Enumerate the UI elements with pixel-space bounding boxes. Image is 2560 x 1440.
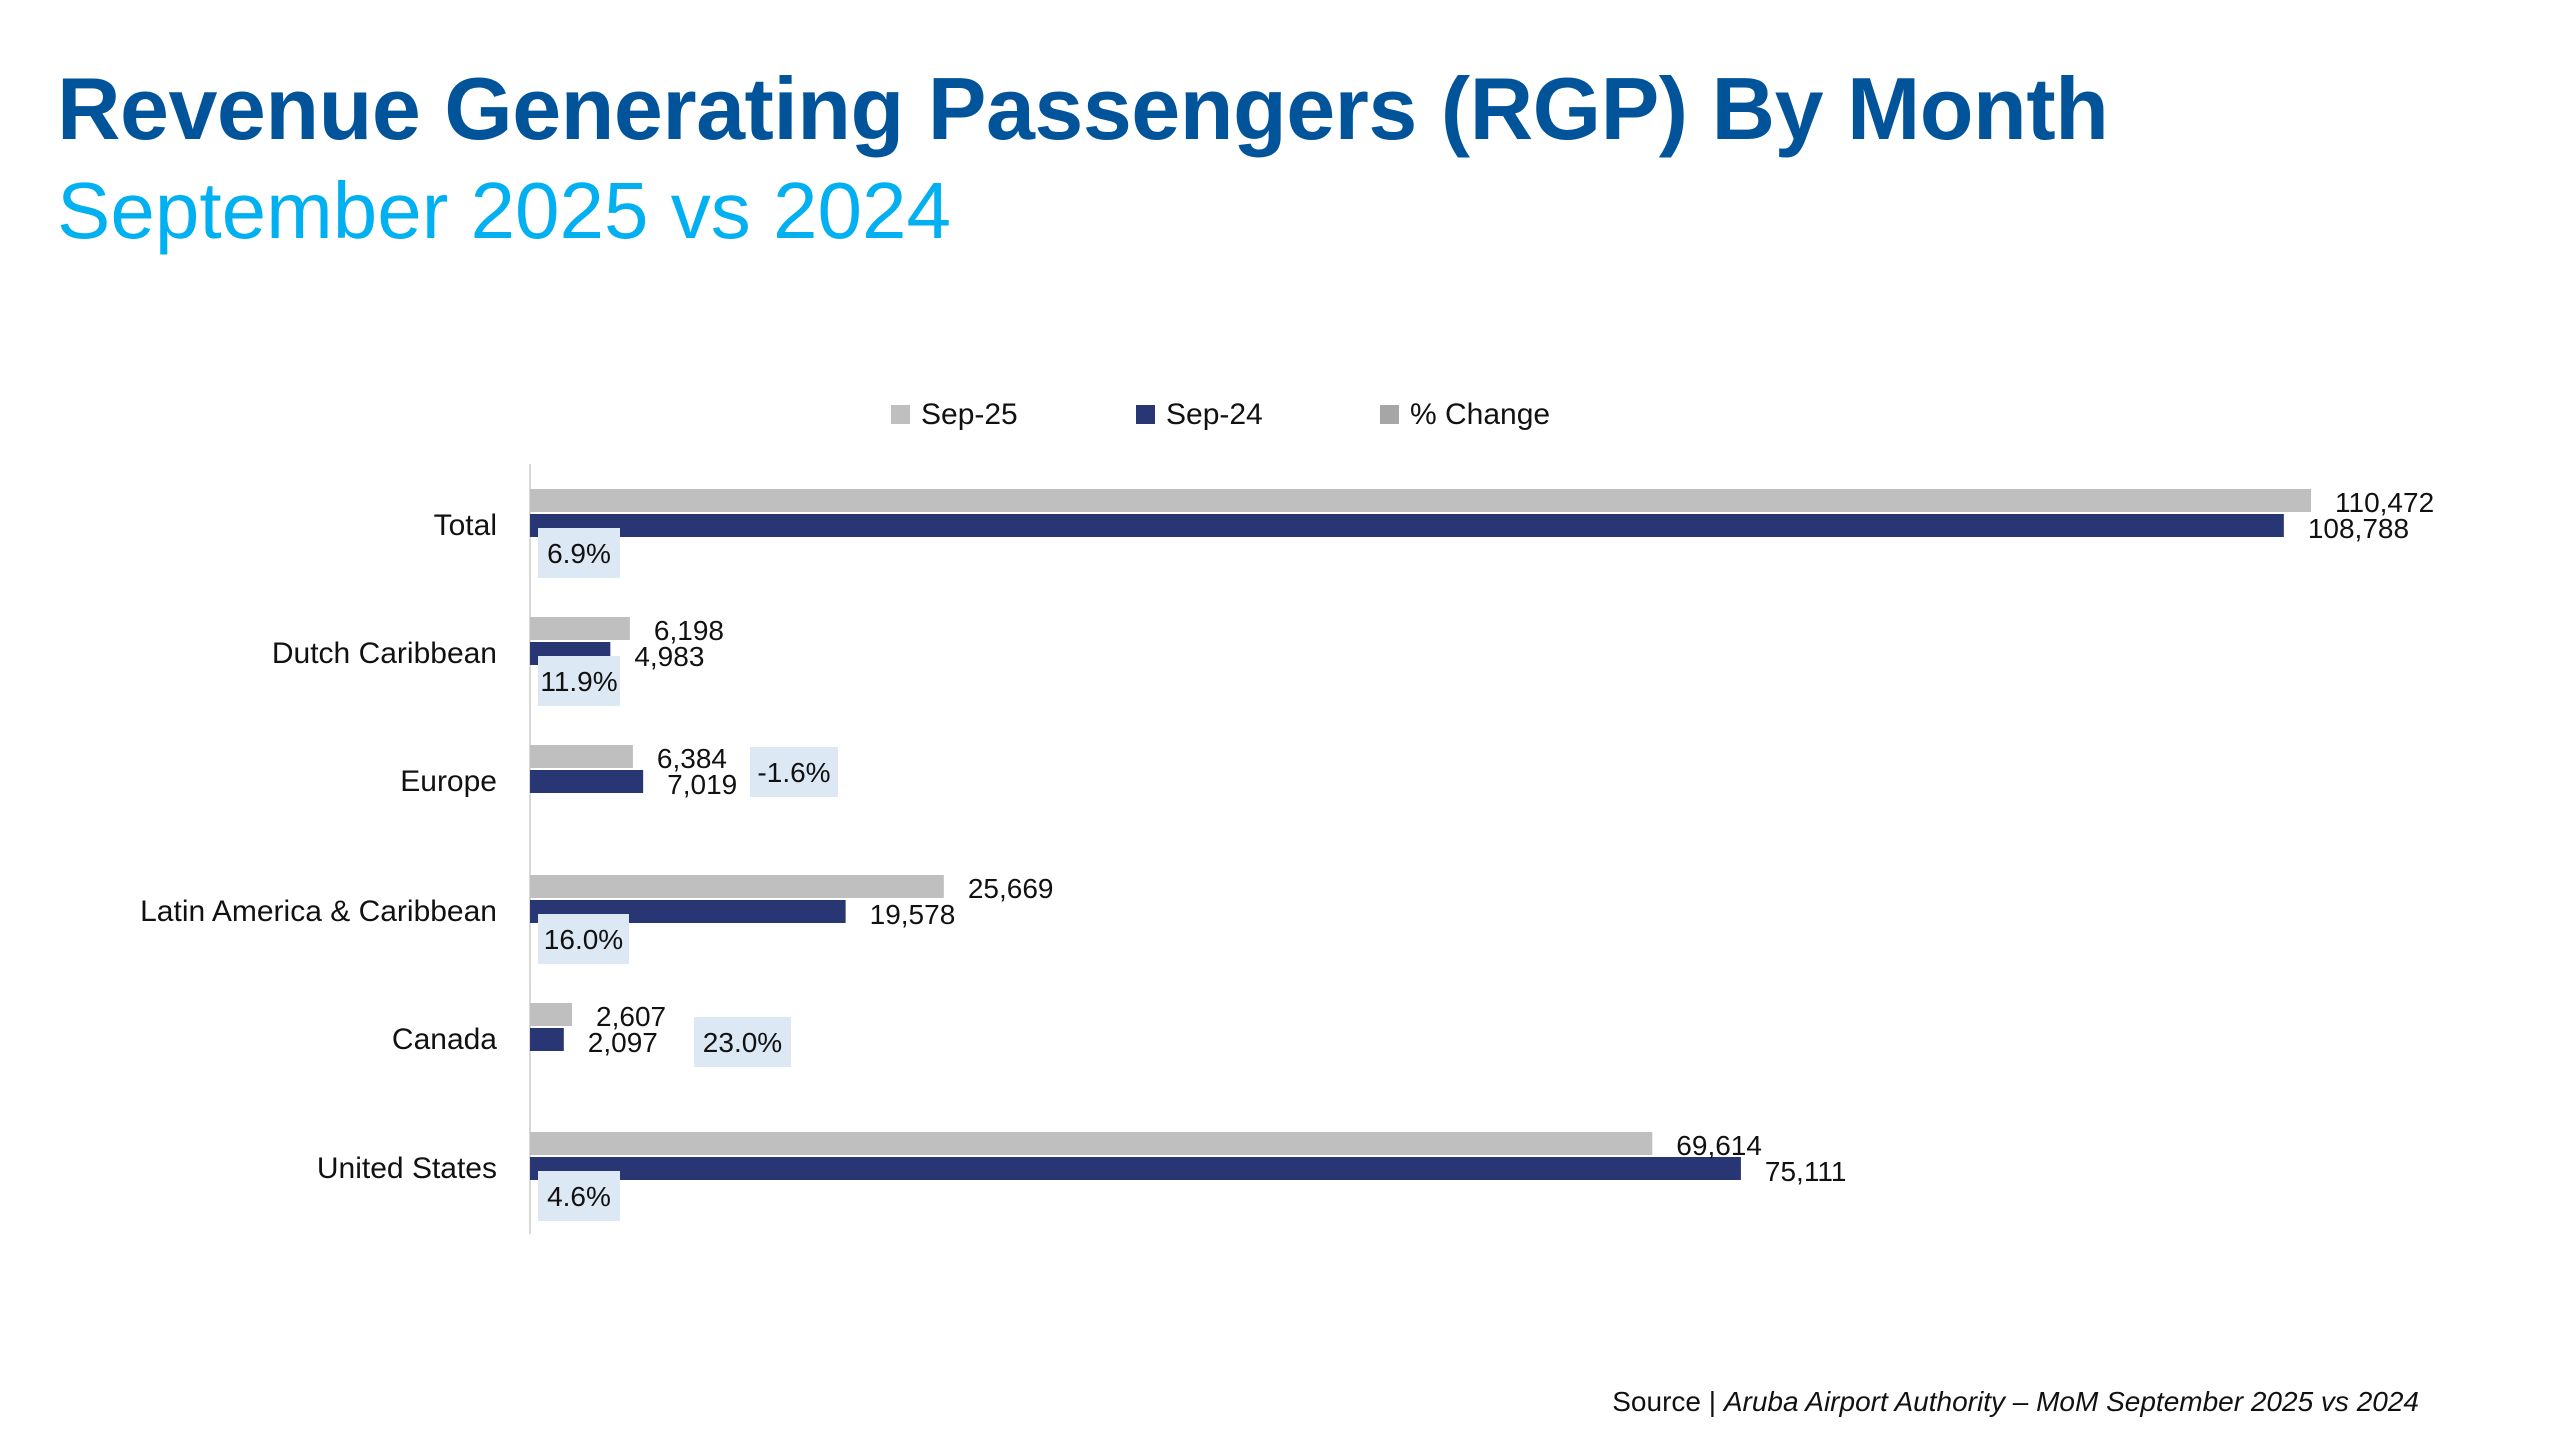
legend-label-2: % Change [1410, 398, 1550, 431]
bar-sep-24 [530, 770, 644, 793]
legend-label-1: Sep-24 [1166, 398, 1263, 431]
value-label-sep-24: 108,788 [2308, 513, 2409, 544]
bar-sep-24 [530, 1028, 564, 1051]
bar-sep-24 [530, 514, 2284, 537]
pct-change-label: 11.9% [540, 666, 617, 697]
bar-sep-24 [530, 1157, 1741, 1180]
category-label: Total [434, 509, 497, 542]
value-label-sep-24: 19,578 [870, 899, 956, 930]
bar-sep-25 [530, 489, 2311, 512]
category-label: Europe [400, 765, 497, 798]
pct-change-label-bg [538, 656, 620, 706]
pct-change-label: 16.0% [544, 924, 623, 955]
source-note: Source | Aruba Airport Authority – MoM S… [1612, 1386, 2419, 1418]
value-label-sep-25: 110,472 [2335, 487, 2434, 518]
value-label-sep-24: 75,111 [1765, 1156, 1846, 1187]
pct-change-label-bg [538, 1171, 620, 1221]
bar-sep-25 [530, 875, 944, 898]
pct-change-label: 23.0% [703, 1027, 782, 1058]
pct-change-label-bg [538, 528, 620, 578]
bar-sep-25 [530, 617, 630, 640]
source-prefix: Source | [1612, 1386, 1724, 1417]
category-label: United States [317, 1152, 497, 1185]
value-label-sep-25: 6,384 [657, 743, 727, 774]
pct-change-label-bg [694, 1017, 791, 1067]
value-label-sep-24: 7,019 [667, 769, 737, 800]
pct-change-label: -1.6% [757, 757, 830, 788]
pct-change-label-bg [538, 914, 629, 964]
pct-change-label: 6.9% [547, 538, 611, 569]
legend-swatch-2 [1380, 405, 1399, 424]
source-text: Aruba Airport Authority – MoM September … [1723, 1386, 2419, 1417]
value-label-sep-25: 69,614 [1676, 1130, 1762, 1161]
legend-swatch-1 [1136, 405, 1155, 424]
value-label-sep-24: 2,097 [588, 1027, 658, 1058]
bar-sep-25 [530, 1003, 573, 1026]
pct-change-label: 4.6% [547, 1181, 611, 1212]
value-label-sep-25: 6,198 [654, 615, 724, 646]
page-subtitle: September 2025 vs 2024 [57, 166, 951, 255]
category-label: Dutch Caribbean [272, 637, 497, 670]
category-label: Canada [392, 1023, 497, 1056]
value-label-sep-25: 2,607 [596, 1001, 666, 1032]
category-label: Latin America & Caribbean [140, 895, 497, 928]
bar-sep-25 [530, 1132, 1653, 1155]
legend-swatch-0 [891, 405, 910, 424]
value-label-sep-24: 4,983 [634, 641, 704, 672]
page-title: Revenue Generating Passengers (RGP) By M… [57, 59, 2109, 158]
bar-sep-25 [530, 745, 633, 768]
legend-label-0: Sep-25 [921, 398, 1018, 431]
value-label-sep-25: 25,669 [968, 873, 1054, 904]
pct-change-label-bg [750, 747, 838, 797]
